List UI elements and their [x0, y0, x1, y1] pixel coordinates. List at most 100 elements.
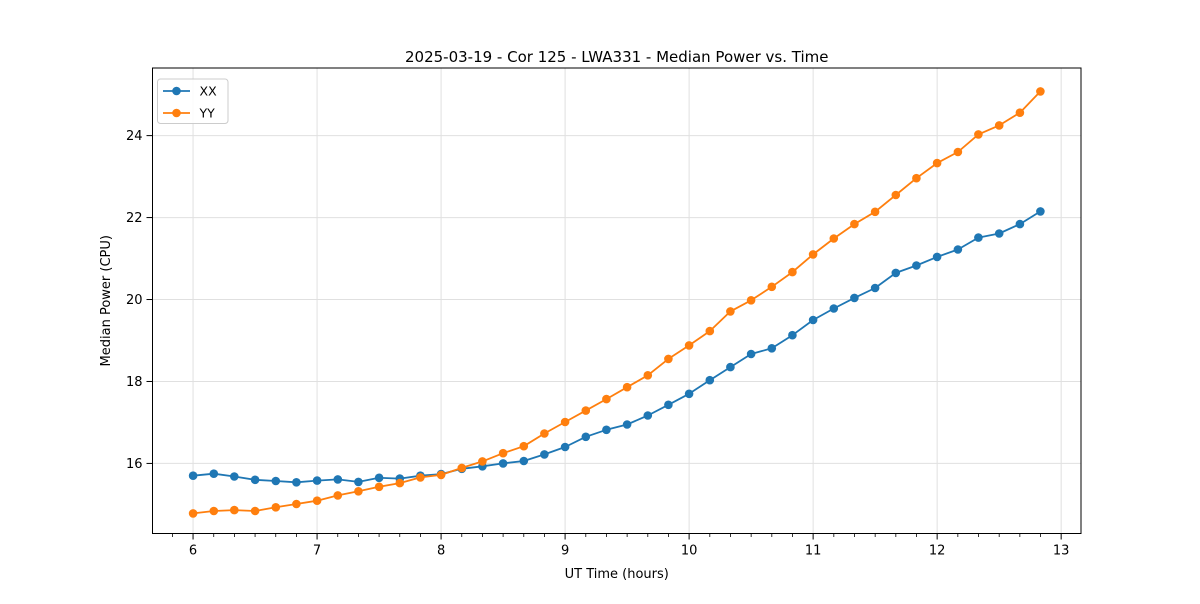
- x-tick-label: 10: [681, 544, 698, 559]
- data-point-xx: [560, 442, 570, 452]
- data-point-yy: [519, 441, 529, 451]
- data-point-yy: [705, 326, 715, 336]
- data-point-yy: [1036, 87, 1045, 96]
- data-point-yy: [808, 250, 818, 259]
- data-point-xx: [188, 471, 198, 481]
- data-point-xx: [250, 475, 260, 485]
- data-point-xx: [994, 229, 1004, 238]
- legend-label-yy: YY: [199, 106, 216, 121]
- data-point-yy: [560, 417, 570, 427]
- data-point-yy: [436, 470, 446, 480]
- data-point-xx: [540, 450, 549, 459]
- data-point-xx: [808, 315, 818, 325]
- data-point-yy: [230, 505, 239, 515]
- data-point-xx: [230, 472, 239, 481]
- legend: XX YY: [157, 78, 229, 124]
- data-point-xx: [519, 456, 529, 466]
- y-axis-label: Median Power (CPU): [99, 235, 114, 366]
- data-point-xx: [498, 459, 508, 468]
- tick-layer: 6 7 8 9 10 11 12 13 16 18 20 22 24: [126, 129, 1069, 558]
- x-tick-label: 7: [313, 544, 321, 559]
- data-point-yy: [1015, 108, 1025, 117]
- y-tick-label: 22: [126, 211, 143, 226]
- data-point-yy: [395, 478, 405, 488]
- data-point-xx: [581, 432, 591, 442]
- data-point-xx: [705, 375, 715, 385]
- data-point-yy: [664, 354, 673, 364]
- legend-label-xx: XX: [200, 84, 218, 99]
- data-point-yy: [767, 282, 777, 292]
- data-point-yy: [209, 506, 219, 516]
- chart-title: 2025-03-19 - Cor 125 - LWA331 - Median P…: [405, 48, 829, 66]
- data-point-xx: [1015, 219, 1025, 229]
- grid-layer: [152, 68, 1081, 534]
- data-point-xx: [374, 473, 384, 483]
- data-point-xx: [746, 349, 756, 359]
- legend-box: [157, 78, 229, 124]
- data-point-xx: [974, 233, 983, 242]
- data-point-xx: [684, 389, 694, 399]
- data-point-xx: [602, 425, 611, 435]
- data-point-yy: [953, 147, 963, 157]
- data-point-yy: [994, 121, 1004, 130]
- legend-item-yy: YY: [163, 106, 215, 121]
- data-point-yy: [891, 190, 901, 200]
- data-point-yy: [478, 457, 487, 466]
- data-point-yy: [581, 406, 591, 415]
- data-point-xx: [891, 268, 901, 278]
- data-point-yy: [912, 173, 921, 183]
- data-point-yy: [602, 394, 611, 404]
- plot-frame: [152, 67, 1082, 534]
- data-point-xx: [292, 478, 301, 487]
- data-point-yy: [374, 482, 384, 492]
- x-tick-label: 11: [805, 544, 822, 559]
- data-point-xx: [788, 330, 797, 340]
- data-point-yy: [870, 207, 880, 217]
- data-point-xx: [1036, 207, 1045, 216]
- data-point-xx: [912, 261, 921, 270]
- data-point-yy: [726, 307, 735, 316]
- series-layer: [188, 87, 1045, 518]
- legend-marker-xx-icon: [172, 86, 181, 96]
- data-point-yy: [457, 463, 467, 473]
- data-point-yy: [292, 499, 301, 509]
- data-point-xx: [209, 469, 219, 479]
- data-point-xx: [333, 475, 343, 484]
- data-point-yy: [416, 473, 425, 482]
- data-point-xx: [726, 362, 735, 372]
- x-tick-label: 8: [437, 544, 445, 559]
- data-point-xx: [271, 476, 281, 486]
- data-point-xx: [767, 344, 777, 353]
- x-tick-label: 9: [561, 544, 569, 559]
- y-tick-label: 24: [126, 129, 143, 144]
- series-line-yy: [192, 90, 1042, 515]
- data-point-xx: [953, 245, 963, 254]
- data-point-yy: [540, 429, 549, 438]
- data-point-xx: [622, 420, 632, 429]
- data-point-xx: [870, 283, 880, 293]
- series-line-xx: [193, 210, 1041, 484]
- data-point-yy: [188, 509, 198, 518]
- data-point-xx: [932, 252, 942, 262]
- data-point-xx: [643, 411, 653, 420]
- data-point-xx: [312, 476, 322, 485]
- y-tick-label: 20: [126, 293, 143, 308]
- data-point-yy: [312, 496, 322, 506]
- data-point-xx: [354, 477, 363, 487]
- x-tick-label: 6: [189, 544, 197, 559]
- legend-marker-yy-icon: [172, 108, 181, 118]
- data-point-yy: [643, 371, 653, 380]
- x-axis-label: UT Time (hours): [565, 567, 669, 582]
- y-tick-label: 16: [126, 457, 143, 472]
- data-point-yy: [829, 234, 839, 243]
- data-point-xx: [850, 293, 859, 303]
- data-point-yy: [271, 503, 281, 512]
- data-point-yy: [250, 506, 260, 516]
- x-tick-label: 12: [929, 544, 946, 559]
- data-point-xx: [829, 304, 839, 313]
- data-point-yy: [684, 341, 694, 350]
- legend-item-xx: XX: [163, 84, 217, 99]
- x-tick-label: 13: [1053, 544, 1070, 559]
- data-point-yy: [746, 296, 756, 305]
